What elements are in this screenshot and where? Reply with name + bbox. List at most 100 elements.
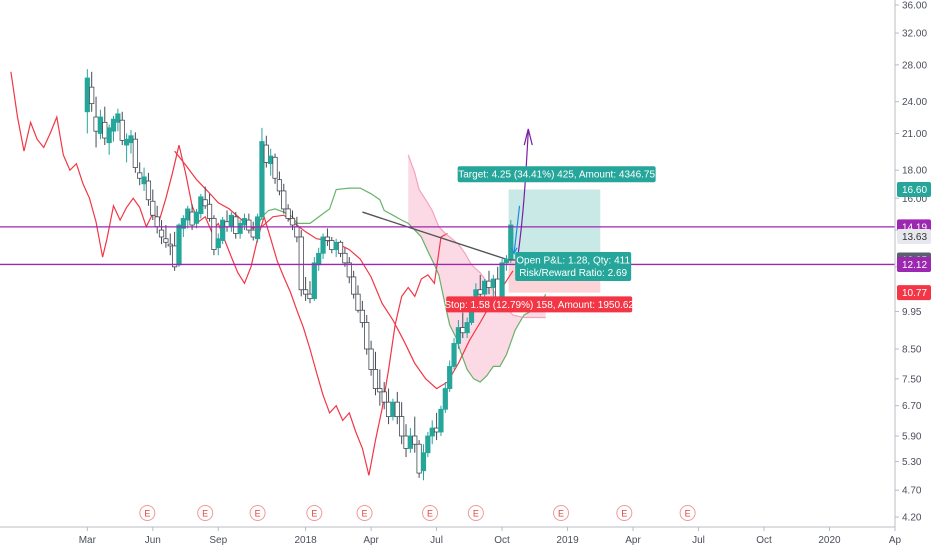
candle-body bbox=[364, 322, 370, 350]
candle-body bbox=[359, 309, 365, 323]
earnings-marker: E bbox=[679, 505, 696, 521]
candle-body bbox=[451, 343, 457, 367]
candle-body bbox=[211, 218, 217, 250]
candle-body bbox=[198, 196, 204, 215]
price-pill-bg bbox=[897, 228, 931, 244]
candle-body bbox=[93, 116, 99, 132]
candle bbox=[442, 382, 448, 413]
candle bbox=[342, 247, 348, 267]
candle bbox=[132, 132, 138, 173]
target-label-text: Target: 4.25 (34.41%) 425, Amount: 4346.… bbox=[458, 170, 655, 181]
target-label-bg bbox=[457, 166, 656, 183]
candle-body bbox=[150, 200, 156, 216]
candle-body bbox=[342, 252, 348, 264]
candle-body bbox=[403, 435, 409, 449]
candle bbox=[412, 416, 418, 453]
earnings-marker: E bbox=[422, 505, 439, 521]
candle-body bbox=[390, 401, 396, 418]
candle bbox=[150, 189, 156, 221]
candle-body bbox=[158, 229, 165, 238]
candle bbox=[351, 270, 357, 299]
earnings-marker: E bbox=[616, 505, 633, 521]
candle bbox=[215, 233, 221, 256]
candle bbox=[420, 444, 427, 481]
earnings-marker: E bbox=[356, 505, 373, 521]
candle-body bbox=[289, 218, 296, 226]
candle bbox=[220, 216, 226, 245]
x-tick-label: Jun bbox=[145, 535, 161, 546]
y-tick-label: 5.90 bbox=[902, 432, 922, 443]
open-arrow-head bbox=[510, 247, 518, 255]
candle bbox=[438, 405, 444, 437]
candle bbox=[381, 382, 387, 410]
earnings-marker: E bbox=[139, 505, 156, 521]
candle-body bbox=[425, 435, 431, 454]
candle bbox=[115, 108, 121, 132]
candle-body bbox=[263, 144, 269, 163]
y-tick-label: 24.00 bbox=[902, 97, 927, 108]
candle-body bbox=[228, 214, 234, 228]
candle bbox=[281, 183, 287, 214]
candle bbox=[167, 233, 173, 256]
candle-body bbox=[482, 280, 488, 295]
x-tick-label: Mar bbox=[79, 535, 97, 546]
candle-body bbox=[137, 172, 143, 179]
earnings-label: E bbox=[311, 509, 317, 519]
earnings-marker: E bbox=[467, 505, 484, 521]
candle-body bbox=[333, 241, 339, 250]
candle bbox=[272, 153, 278, 184]
x-tick-label: Jul bbox=[430, 535, 443, 546]
candle bbox=[416, 440, 422, 478]
series-line-span_b bbox=[407, 154, 546, 319]
candle-body bbox=[346, 262, 352, 278]
candle-body bbox=[307, 293, 313, 300]
stop-label-text: Stop: 1.58 (12.79%) 158, Amount: 1950.62 bbox=[444, 300, 634, 311]
candle-body bbox=[224, 221, 230, 228]
candle-body bbox=[464, 322, 470, 334]
candle-body bbox=[154, 216, 160, 228]
candle-body bbox=[399, 416, 405, 437]
price-pill: 13.63 bbox=[897, 228, 931, 244]
y-tick-label: 7.50 bbox=[902, 374, 922, 385]
candle bbox=[346, 257, 352, 284]
earnings-circle bbox=[616, 505, 633, 521]
candle-body bbox=[303, 289, 309, 295]
open-pnl-bg bbox=[515, 251, 632, 281]
earnings-label: E bbox=[621, 509, 627, 519]
candle-body bbox=[106, 127, 112, 144]
candle-body bbox=[503, 258, 510, 264]
candle-body bbox=[246, 219, 252, 231]
candle bbox=[193, 208, 200, 229]
x-tick-label: Oct bbox=[494, 535, 510, 546]
candle bbox=[455, 319, 462, 349]
candle bbox=[298, 230, 304, 297]
candle-body bbox=[311, 262, 317, 300]
candle bbox=[285, 204, 291, 222]
candle-body bbox=[407, 435, 413, 449]
candle-body bbox=[324, 236, 331, 241]
earnings-circle bbox=[553, 505, 570, 521]
target-label: Target: 4.25 (34.41%) 425, Amount: 4346.… bbox=[457, 166, 656, 183]
earnings-circle bbox=[197, 505, 214, 521]
candle bbox=[106, 124, 112, 155]
candle-body bbox=[337, 241, 344, 254]
candle bbox=[377, 369, 383, 406]
candle bbox=[141, 167, 147, 191]
cloud-fill bbox=[408, 154, 546, 382]
candle-body bbox=[442, 388, 448, 410]
candle bbox=[211, 215, 217, 256]
candle-body bbox=[124, 138, 130, 146]
target-arrow-head bbox=[523, 128, 533, 146]
price-pill: 10.77 bbox=[897, 285, 931, 301]
x-tick-label: Jul bbox=[692, 535, 705, 546]
earnings-marker: E bbox=[553, 505, 570, 521]
candle-body bbox=[145, 180, 152, 201]
candle bbox=[163, 225, 169, 248]
earnings-circle bbox=[306, 505, 323, 521]
candle-body bbox=[180, 218, 186, 229]
candle-body bbox=[477, 289, 483, 295]
candle-body bbox=[163, 238, 169, 243]
